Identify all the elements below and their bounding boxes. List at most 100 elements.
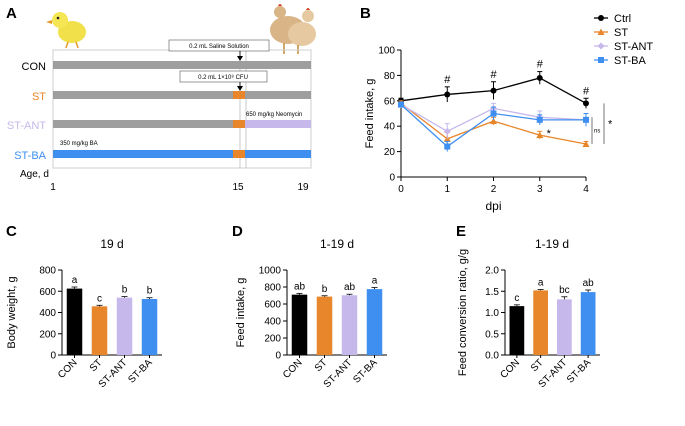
significance-hash: # [444,74,451,86]
significance-letter: ab [294,281,306,292]
bar-st [53,91,311,99]
legend-marker [597,42,605,50]
x-tick-label: 2 [491,184,497,195]
legend-label: Ctrl [614,13,631,25]
y-tick-label: 400 [264,317,281,328]
data-point [582,140,590,147]
y-tick-label: 400 [39,308,56,319]
data-point [490,87,497,94]
y-tick-label: 200 [39,329,56,340]
x-tick-label: CON [498,357,522,381]
y-tick-label: 80 [384,71,396,82]
y-axis-title: Feed conversion ratio, g/g [457,249,469,376]
panel-letter-b: B [360,5,371,22]
bar-st-ba [141,299,158,355]
hens-image [270,4,316,54]
legend-item-st-ant: ST-ANT [594,41,653,53]
note-cfu: 0.2 mL 1×10⁸ CFU [198,74,248,81]
bar-con [509,306,525,355]
y-tick-label: 1.0 [485,308,499,319]
x-tick-label: ST-BA [351,357,379,385]
data-point [444,143,451,150]
data-point [583,100,589,107]
y-tick-label: 40 [384,122,396,133]
data-point [490,110,497,117]
data-point [536,131,544,139]
panel-b-series [397,71,590,152]
y-tick-label: 1000 [259,266,282,277]
data-point [583,116,589,123]
significance-letter: a [372,276,378,287]
y-tick-label: 600 [39,287,56,298]
bar-st-ba [366,289,383,355]
data-point [536,74,543,81]
bar-st [316,296,333,355]
y-axis-title: Body weight, g [6,276,18,348]
y-tick-label: 2.0 [485,266,499,277]
x-tick-label: 4 [583,184,589,195]
saline-box [168,39,270,52]
age-tick-15: 15 [232,182,244,193]
bracket-ns-label: ns [594,129,600,135]
legend-label: ST [614,27,628,39]
y-tick-label: 0 [50,351,56,362]
chart-title: 19 d [100,237,123,251]
bar-st-ant [341,295,358,355]
series-st-ba [398,101,589,152]
y-tick-label: 600 [264,300,281,311]
y-tick-label: 20 [384,147,396,158]
chick-image [46,12,86,49]
legend-item-ctrl: Ctrl [594,13,631,25]
note-neomycin: 650 mg/kg Neomycin [246,112,302,118]
x-tick-label: ST [529,357,546,374]
bar-st-ant [53,120,311,128]
bar-st-ant [557,299,572,355]
x-tick-label: CON [281,357,305,381]
age-tick-19: 19 [297,182,309,193]
legend-item-st-ba: ST-BA [594,55,646,67]
panel-letter-a: A [6,5,17,22]
significance-letter: b [147,286,153,297]
x-tick-label: 0 [398,184,404,195]
age-axis-label: Age, d [20,169,49,180]
data-point [490,117,497,125]
bar-st-ant [116,297,133,355]
panel-b-annotations: # # # # * ns * [444,59,613,144]
x-tick-label: ST-BA [126,357,154,385]
x-tick-label: CON [56,357,80,381]
y-axis-title: Feed intake, g [235,278,247,348]
data-point [443,127,451,135]
y-tick-label: 0.5 [485,329,499,340]
row-label-st-ant: ST-ANT [7,120,46,132]
y-tick-label: 0 [275,351,281,362]
significance-letter: c [97,293,102,304]
panel-b-legend: Ctrl ST ST-ANT ST-BA [594,13,653,67]
bar-con [291,294,308,355]
panel-letter-d: D [232,223,243,240]
x-axis-title: dpi [485,199,501,213]
y-tick-label: 60 [384,96,396,107]
bar-con [53,61,311,69]
significance-letter: b [322,284,328,295]
legend-label: ST-ANT [614,41,653,53]
significance-star: * [547,128,552,140]
panel-e: E 1-19 d 0.0 0.5 1.0 1.5 2.0 Feed conversion r… [456,223,600,390]
data-point [398,101,404,108]
significance-letter: a [538,278,544,289]
y-tick-label: 800 [264,283,281,294]
panel-b-axes: 0 20 40 60 80 100 0 1 2 3 4 dpi Feed intake, g [364,46,589,214]
bar-st-ant-neomycin [245,120,311,128]
x-tick-label: 3 [537,184,543,195]
row-label-st-ba: ST-BA [14,150,46,162]
legend-marker [598,15,604,21]
legend-marker [597,28,605,35]
y-tick-label: 100 [378,46,395,57]
y-tick-label: 200 [264,334,281,345]
panel-letter-e: E [456,223,466,240]
age-tick-1: 1 [50,182,56,193]
legend-marker [598,57,604,63]
bar-st [91,306,108,355]
chart-title: 1-19 d [535,237,569,251]
bar-st-ba [53,150,311,158]
